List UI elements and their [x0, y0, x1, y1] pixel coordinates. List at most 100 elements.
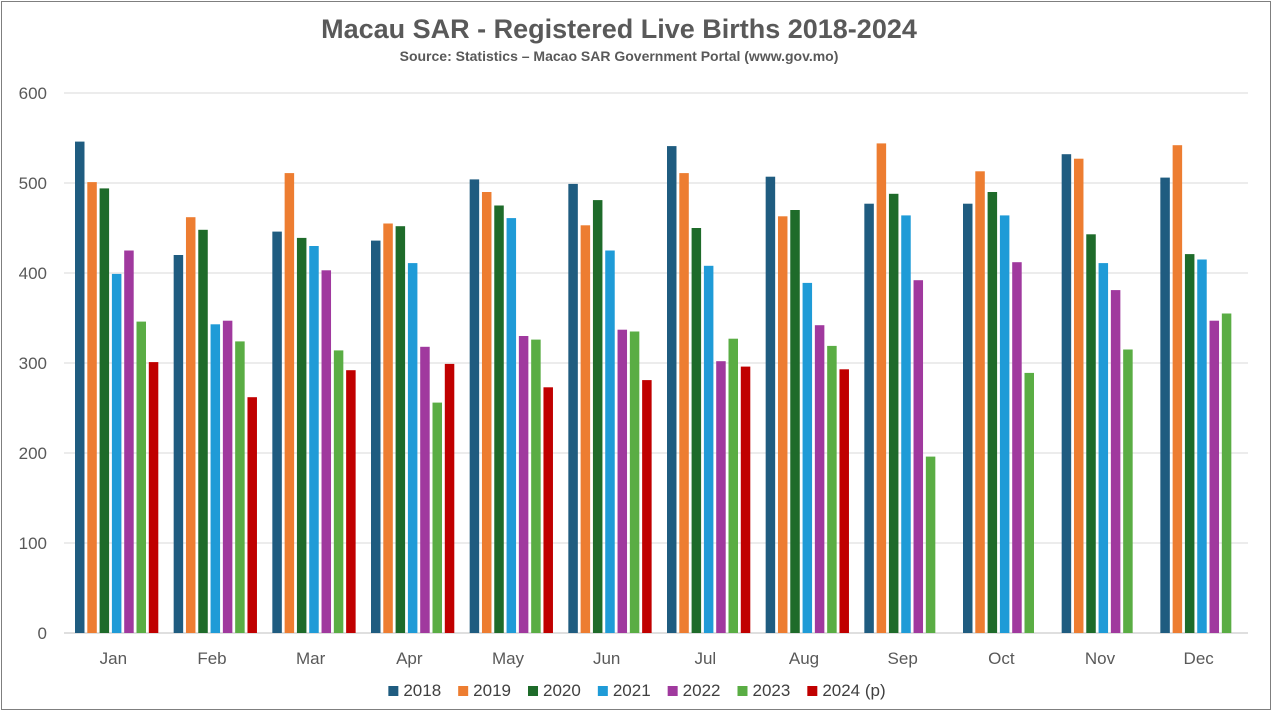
bar-2018-may	[469, 179, 480, 633]
x-tick-label: Oct	[988, 649, 1015, 668]
y-tick-label: 0	[38, 624, 47, 643]
legend-label: 2022	[683, 681, 721, 700]
bar-2019-nov	[1073, 158, 1084, 633]
bar-2022-feb	[222, 320, 233, 633]
bar-2019-jan	[87, 182, 97, 633]
bar-2023-may	[531, 339, 541, 633]
legend-item: 2019	[458, 681, 511, 700]
y-tick-label: 400	[19, 264, 47, 283]
legend-label: 2020	[543, 681, 581, 700]
bar-2019-jun	[580, 225, 591, 634]
bar-2019-oct	[975, 171, 985, 634]
bars	[75, 141, 1232, 634]
bar-2020-jan	[99, 188, 110, 633]
bar-2023-sep	[925, 456, 936, 633]
bar-2018-aug	[765, 176, 776, 633]
bar-2023-aug	[827, 345, 837, 633]
bar-2022-apr	[420, 346, 430, 633]
bar-2020-dec	[1184, 254, 1195, 633]
y-tick-label: 300	[19, 354, 47, 373]
bar-2024-p-jan	[148, 362, 159, 633]
bar-2019-mar	[284, 173, 295, 633]
bar-2021-aug	[802, 282, 813, 633]
x-tick-label: Nov	[1085, 649, 1116, 668]
chart-frame: Macau SAR - Registered Live Births 2018-…	[1, 1, 1271, 710]
bar-2022-sep	[913, 280, 924, 633]
bar-2022-oct	[1012, 262, 1022, 633]
bar-2023-jul	[728, 338, 738, 633]
bar-2021-nov	[1098, 263, 1109, 633]
bar-2021-jan	[111, 273, 122, 633]
x-tick-label: Dec	[1184, 649, 1215, 668]
bar-2023-mar	[333, 350, 344, 633]
bar-2022-jun	[617, 329, 628, 633]
bar-2022-mar	[321, 270, 332, 633]
bar-2020-nov	[1086, 234, 1096, 634]
legend-item: 2020	[528, 681, 581, 700]
bar-2020-apr	[395, 226, 406, 633]
bar-2024-p-mar	[346, 370, 356, 633]
bar-2018-jan	[75, 141, 85, 633]
chart-subtitle: Source: Statistics – Macao SAR Governmen…	[400, 48, 839, 64]
bar-2020-feb	[198, 229, 208, 634]
bar-2019-apr	[383, 223, 393, 633]
bar-2024-p-jul	[740, 366, 751, 633]
bar-2021-jun	[605, 250, 615, 633]
y-axis-ticks: 0 100 200 300 400 500 600	[19, 84, 47, 643]
legend-swatch	[528, 686, 539, 696]
legend-item: 2018	[388, 681, 441, 700]
bar-2023-oct	[1024, 372, 1034, 633]
legend: 2018 2019 2020 2021 2022 2023 2024 (p)	[388, 681, 886, 700]
bar-2023-dec	[1221, 313, 1232, 633]
bar-2019-dec	[1172, 145, 1183, 633]
x-tick-label: Jun	[593, 649, 620, 668]
bar-2020-sep	[888, 193, 899, 634]
bar-2018-jul	[667, 146, 677, 633]
legend-label: 2019	[473, 681, 511, 700]
bar-2022-jul	[716, 361, 726, 633]
legend-item: 2021	[597, 681, 651, 700]
bar-2022-may	[518, 336, 529, 633]
bar-2018-apr	[371, 240, 381, 633]
legend-label: 2024 (p)	[822, 681, 885, 700]
bar-2023-jun	[629, 331, 640, 633]
legend-swatch	[388, 686, 399, 696]
bar-2020-may	[494, 205, 504, 633]
bar-2020-aug	[790, 210, 800, 633]
bar-2023-feb	[235, 341, 245, 633]
bar-2018-mar	[272, 231, 282, 633]
bar-2020-jul	[691, 228, 702, 633]
bar-2020-jun	[592, 200, 603, 633]
legend-swatch	[597, 686, 608, 696]
bar-2022-aug	[814, 325, 825, 633]
bar-2022-dec	[1209, 320, 1220, 633]
x-tick-label: Feb	[197, 649, 226, 668]
bar-2024-p-feb	[247, 397, 257, 633]
legend-item: 2024 (p)	[807, 681, 886, 700]
bar-2021-may	[506, 218, 517, 633]
bar-2019-feb	[185, 217, 196, 633]
bar-2021-apr	[407, 263, 418, 633]
bar-2018-jun	[568, 183, 578, 633]
chart: Macau SAR - Registered Live Births 2018-…	[19, 14, 1248, 700]
bar-2021-jul	[703, 265, 714, 633]
bar-2018-sep	[864, 203, 874, 633]
x-tick-label: Mar	[296, 649, 326, 668]
bar-2024-p-aug	[839, 369, 849, 633]
bar-2020-oct	[987, 192, 998, 633]
y-tick-label: 600	[19, 84, 47, 103]
x-tick-label: May	[492, 649, 525, 668]
legend-item: 2023	[737, 681, 790, 700]
bar-2018-nov	[1061, 154, 1072, 633]
x-tick-label: Jul	[694, 649, 716, 668]
y-tick-label: 500	[19, 174, 47, 193]
bar-2021-feb	[210, 324, 221, 633]
bar-2018-oct	[963, 203, 973, 633]
bar-2019-aug	[777, 216, 788, 634]
bar-2024-p-apr	[444, 363, 455, 633]
gridlines	[64, 92, 1248, 634]
bar-2018-dec	[1160, 177, 1170, 633]
legend-label: 2018	[403, 681, 441, 700]
bar-2023-nov	[1123, 349, 1133, 633]
bar-2018-feb	[173, 255, 184, 633]
